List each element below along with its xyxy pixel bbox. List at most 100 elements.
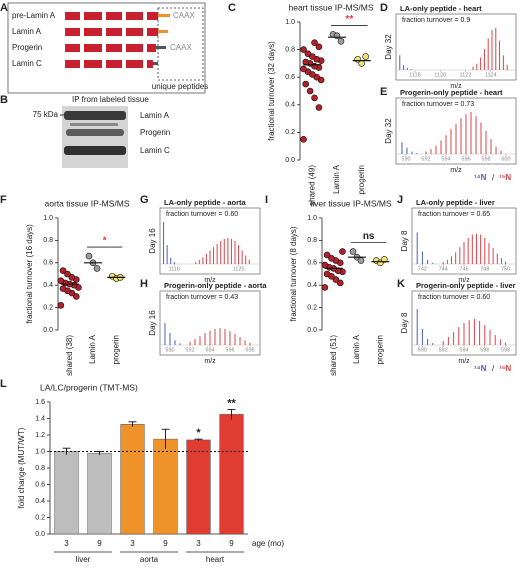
data-point <box>362 53 369 60</box>
x-tick-label: 1116 <box>169 266 180 272</box>
category-label: progerin <box>375 335 384 364</box>
x-tick-label: 1125 <box>233 266 245 272</box>
value-label: ** <box>227 397 236 409</box>
spectrum-title: LA-only peptide - liver <box>416 198 495 207</box>
y-tick-label: 0.0 <box>307 327 317 334</box>
data-point <box>59 285 67 292</box>
x-tick-label: 598 <box>501 347 510 353</box>
data-point <box>357 257 365 264</box>
x-tick-label: 600 <box>501 156 510 162</box>
y-tick-label: 0.8 <box>43 237 53 244</box>
data-point <box>321 261 329 269</box>
spectrum-frame <box>159 290 261 356</box>
isoform-label: pre-Lamin A <box>12 11 56 20</box>
exon <box>84 28 102 36</box>
exon <box>65 44 80 52</box>
exon <box>147 44 156 52</box>
x-tick-label: 9 <box>97 539 102 548</box>
data-point <box>304 50 312 58</box>
legend-entry: ¹⁵N <box>499 173 511 182</box>
x-axis-label: m/z <box>204 277 216 284</box>
data-point <box>57 277 65 285</box>
y-tick-label: 0.4 <box>307 282 317 289</box>
x-tick-label: 594 <box>205 347 214 353</box>
exon <box>84 44 102 52</box>
bar <box>219 414 244 535</box>
band-label: Progerin <box>140 128 170 137</box>
unique-box <box>157 7 204 81</box>
y-tick-label: 0.2 <box>43 304 53 311</box>
band-label: Lamin A <box>140 111 170 120</box>
x-tick-label: 594 <box>441 156 450 162</box>
data-point <box>302 80 310 88</box>
isoform-label: Lamin A <box>12 27 42 36</box>
panel-label: G <box>140 194 149 206</box>
y-axis-label: fractional turnover (16 days) <box>25 224 34 324</box>
y-tick-label: 0.8 <box>35 465 45 472</box>
data-point <box>328 255 335 262</box>
y-tick-label: 1.0 <box>35 448 45 455</box>
y-axis-label: fold change (MUT/WT) <box>17 427 26 508</box>
y-tick-label: 0.2 <box>307 304 317 311</box>
y-tick-label: 0.2 <box>35 514 45 521</box>
isoform-label: Progerin <box>12 43 42 52</box>
panel-label: I <box>265 194 268 206</box>
annotation: fraction turnover = 0.60 <box>418 294 490 301</box>
panel-label: L <box>0 378 7 390</box>
exon <box>147 60 153 68</box>
day-label: Day 32 <box>384 34 393 60</box>
data-point <box>381 256 388 263</box>
x-tick-label: 592 <box>185 347 194 353</box>
day-label: Day 8 <box>400 230 409 251</box>
data-point <box>72 293 80 300</box>
bar <box>87 452 112 535</box>
category-label: shared (38) <box>65 335 74 376</box>
band <box>64 111 126 120</box>
exon <box>126 28 143 36</box>
chart-title: liver tissue IP-MS/MS <box>310 198 392 208</box>
data-point <box>333 32 341 40</box>
legend-entry: ¹⁵N <box>499 364 511 373</box>
significance-label: ** <box>345 14 353 25</box>
x-tick-label: 748 <box>480 266 489 272</box>
band-label: Lamin C <box>140 146 170 155</box>
x-axis-label: m/z <box>458 358 470 365</box>
legend-separator: / <box>492 364 495 373</box>
exon <box>65 28 80 36</box>
panel-label: B <box>0 94 8 106</box>
data-point <box>311 39 318 47</box>
tail <box>158 14 170 17</box>
panel-label: F <box>0 194 7 206</box>
data-point <box>306 87 314 95</box>
unique-label: unique peptides <box>152 82 209 91</box>
x-tick-label: 9 <box>163 539 168 548</box>
x-tick-label: 1122 <box>460 72 472 78</box>
day-label: Day 16 <box>148 310 157 336</box>
annotation: fraction turnover = 0.9 <box>402 17 470 24</box>
data-point <box>315 43 323 51</box>
panel-label: K <box>397 278 405 290</box>
band <box>70 123 118 126</box>
caax-label: CAAX <box>173 11 195 20</box>
panel-label: E <box>380 86 387 98</box>
panel-label: J <box>397 194 403 206</box>
spectrum-frame <box>395 97 517 165</box>
x-tick-label: 746 <box>459 266 468 272</box>
data-point <box>332 276 340 283</box>
data-point <box>68 274 76 281</box>
category-label: shared (49) <box>307 165 316 206</box>
bar <box>153 438 178 535</box>
x-tick-label: 1120 <box>434 72 446 78</box>
spectrum-title: LA-only peptide - aorta <box>164 198 246 207</box>
data-point <box>323 251 331 259</box>
spectrum-frame <box>411 207 517 275</box>
group-label: liver <box>76 555 91 564</box>
exon <box>126 12 143 20</box>
exon <box>106 12 122 20</box>
exon <box>65 12 80 20</box>
x-tick-label: 594 <box>459 347 468 353</box>
y-tick-label: 1.0 <box>307 215 317 222</box>
x-tick-label: 744 <box>439 266 448 272</box>
band <box>66 129 124 136</box>
